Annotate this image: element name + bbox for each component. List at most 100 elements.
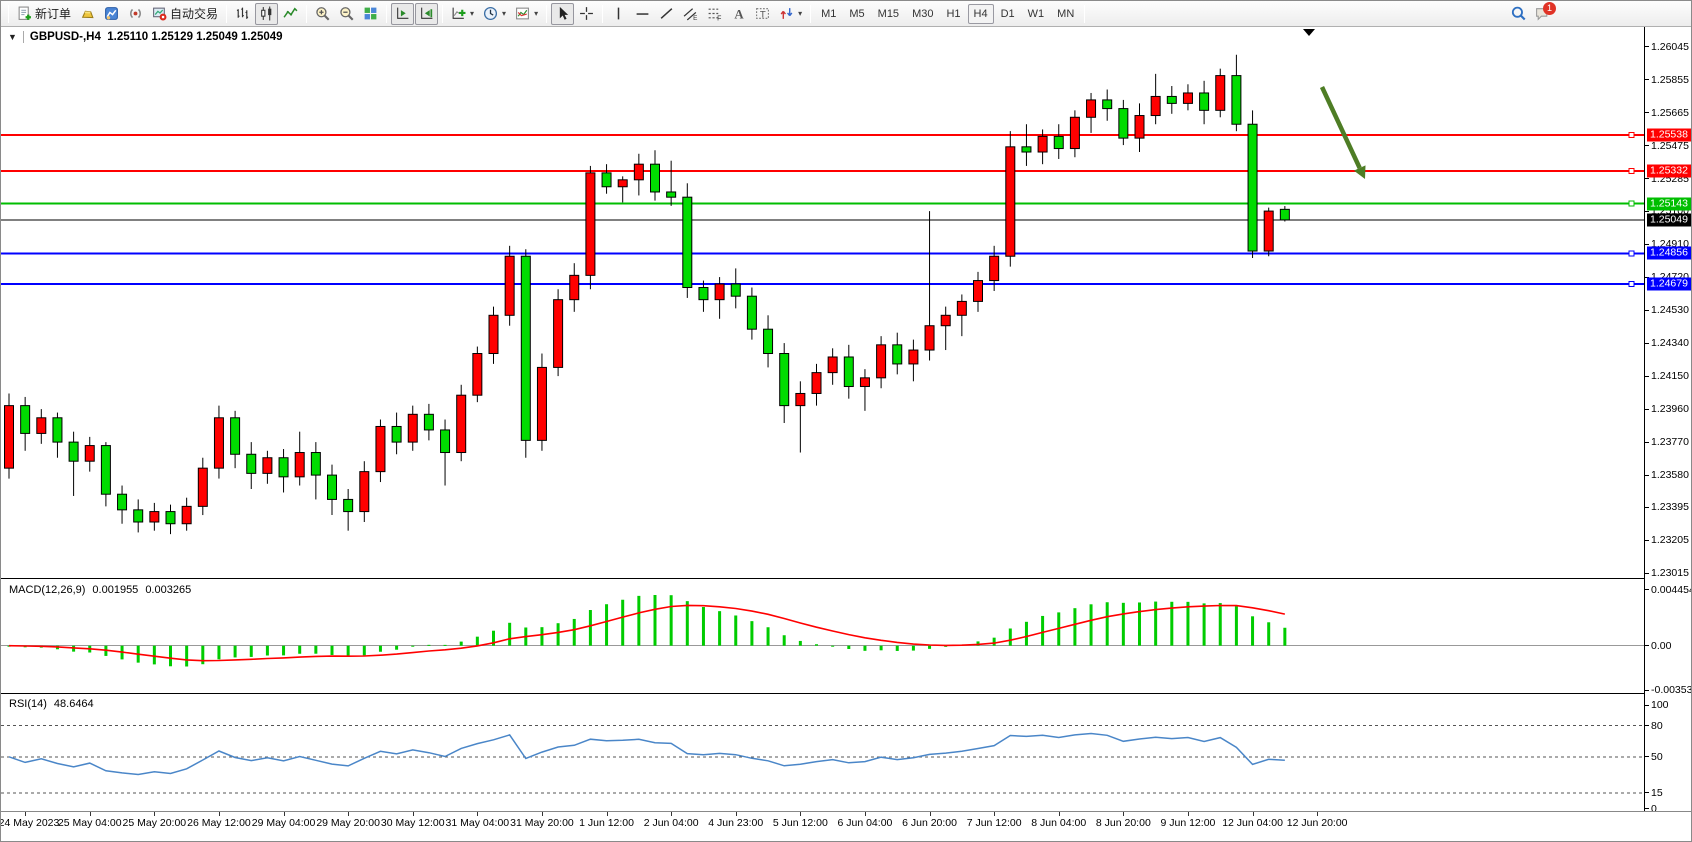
toolbar-button-label: 新订单 (35, 7, 72, 21)
axis-tick-label: 1.24530 (1651, 304, 1689, 317)
line-chart-icon (283, 6, 298, 21)
pane-separator[interactable] (1, 578, 1644, 579)
axis-tick-label: 1.23580 (1651, 469, 1689, 482)
channel-button[interactable]: E (679, 3, 702, 25)
timeframe-H4[interactable]: H4 (967, 3, 994, 24)
trendline-icon (659, 6, 674, 21)
signals-button[interactable] (124, 3, 147, 25)
one-click-caret-icon[interactable]: ▼ (8, 32, 17, 42)
price-line-badge: 1.25049 (1647, 213, 1691, 227)
toolbar-separator (306, 4, 308, 23)
timeframe-D1[interactable]: D1 (1000, 7, 1015, 20)
time-axis[interactable]: 24 May 2023 25 May 04:00 25 May 20:00 26 Ma… (1, 811, 1691, 841)
timeframe-M1[interactable]: M1 (821, 7, 837, 20)
bar-chart-icon (235, 6, 250, 21)
timeframe-M30[interactable]: M30 (912, 7, 934, 20)
timeframe-H1[interactable]: H1 (946, 7, 961, 20)
autotrading-button[interactable]: 自动交易 (148, 3, 222, 25)
timeframe-M5[interactable]: M5 (849, 7, 865, 20)
svg-text:A: A (735, 7, 745, 21)
crosshair-button[interactable] (575, 3, 598, 25)
auto-scroll-button[interactable] (391, 2, 415, 25)
vline-button[interactable] (607, 3, 630, 25)
chart-shift-button[interactable] (415, 2, 439, 25)
chevron-down-icon[interactable]: ▾ (470, 9, 475, 18)
hline-button[interactable] (631, 3, 654, 25)
axis-tick-label: 1.24150 (1651, 370, 1689, 383)
pane-separator[interactable] (1, 693, 1644, 694)
time-axis-label: 25 May 04:00 (57, 817, 122, 829)
text-label-icon: T (755, 6, 770, 21)
new-order-button[interactable]: 新订单 (13, 3, 75, 25)
fibonacci-icon: F (707, 6, 722, 21)
periods-button[interactable]: ▾ (479, 3, 510, 25)
chart-title: ▼ GBPUSD-,H4 1.25110 1.25129 1.25049 1.2… (8, 31, 283, 43)
market-watch-button[interactable] (100, 3, 123, 25)
notification-badge: 1 (1543, 1, 1556, 15)
axis-tick-label: 1.25475 (1651, 139, 1689, 152)
macd-signal-line (8, 604, 1286, 662)
time-axis-label: 2 Jun 04:00 (643, 817, 699, 829)
axis-tick-label: 100 (1651, 699, 1669, 711)
axis-tick-label: 0 (1651, 802, 1657, 815)
axis-tick-label: 15 (1651, 786, 1663, 799)
indicators-button[interactable]: ▾ (447, 3, 478, 25)
price-chart[interactable] (1, 27, 1644, 579)
toolbar-separator (386, 4, 388, 23)
rsi-line (8, 732, 1285, 776)
chevron-down-icon[interactable]: ▾ (502, 9, 507, 18)
axis-tick-label: 1.24340 (1651, 337, 1689, 350)
toolbar-separator (810, 4, 812, 23)
axis-tick-label: 1.26045 (1651, 40, 1689, 53)
timeframe-M15[interactable]: M15 (877, 7, 900, 20)
chevron-down-icon[interactable]: ▾ (798, 9, 803, 18)
text-label-button[interactable]: T (751, 3, 774, 25)
horizontal-lines (1, 132, 1644, 288)
zoom-out-icon (339, 6, 354, 21)
axis-border (1644, 27, 1645, 811)
templates-icon (515, 6, 530, 21)
line-chart-button[interactable] (279, 3, 302, 25)
axis-tick-label: 80 (1651, 719, 1663, 732)
time-axis-label: 6 Jun 04:00 (837, 817, 893, 829)
time-axis-label: 7 Jun 12:00 (966, 817, 1022, 829)
text-icon: A (731, 6, 746, 21)
time-axis-label: 4 Jun 23:00 (708, 817, 764, 829)
chat-button[interactable]: 1 (1531, 1, 1557, 25)
toolbar-separator (8, 4, 9, 23)
timeframe-W1[interactable]: W1 (1027, 7, 1045, 20)
cursor-button[interactable] (551, 2, 575, 25)
arrows-icon (779, 6, 794, 21)
svg-text:T: T (760, 9, 766, 20)
time-axis-label: 25 May 20:00 (122, 817, 187, 829)
rsi-label: RSI(14) 48.6464 (9, 698, 94, 710)
toolbar-separator (602, 4, 604, 23)
text-button[interactable]: A (727, 3, 750, 25)
axis-tick-label: 1.23960 (1651, 403, 1689, 416)
price-line-badge: 1.25332 (1647, 164, 1691, 178)
toolbar-separator (442, 4, 444, 23)
time-axis-label: 6 Jun 20:00 (902, 817, 957, 829)
search-button[interactable] (1507, 3, 1530, 25)
zoom-out-button[interactable] (335, 3, 358, 25)
arrows-button[interactable]: ▾ (775, 3, 806, 25)
candlestick-button[interactable] (255, 2, 279, 25)
macd-pane[interactable] (1, 580, 1644, 693)
tile-windows-button[interactable] (359, 3, 382, 25)
trendline-button[interactable] (655, 3, 678, 25)
rsi-pane[interactable] (1, 694, 1644, 811)
chevron-down-icon[interactable]: ▾ (534, 9, 539, 18)
gold-ingot-button[interactable] (76, 3, 99, 25)
zoom-in-button[interactable] (311, 3, 334, 25)
time-axis-label: 12 Jun 20:00 (1286, 817, 1348, 829)
fibonacci-button[interactable]: F (703, 3, 726, 25)
tile-windows-icon (363, 6, 378, 21)
price-axis[interactable]: 1.26045 1.25855 1.25665 1.25475 1.25285 1.251… (1645, 27, 1691, 815)
toolbar-separator (226, 4, 228, 23)
candlestick-icon (259, 6, 274, 21)
toolbar-button-label: 自动交易 (170, 7, 219, 21)
templates-button[interactable]: ▾ (511, 3, 542, 25)
bar-chart-button[interactable] (231, 3, 254, 25)
timeframe-MN[interactable]: MN (1057, 7, 1075, 20)
trend-arrow-annotation (1319, 86, 1366, 179)
